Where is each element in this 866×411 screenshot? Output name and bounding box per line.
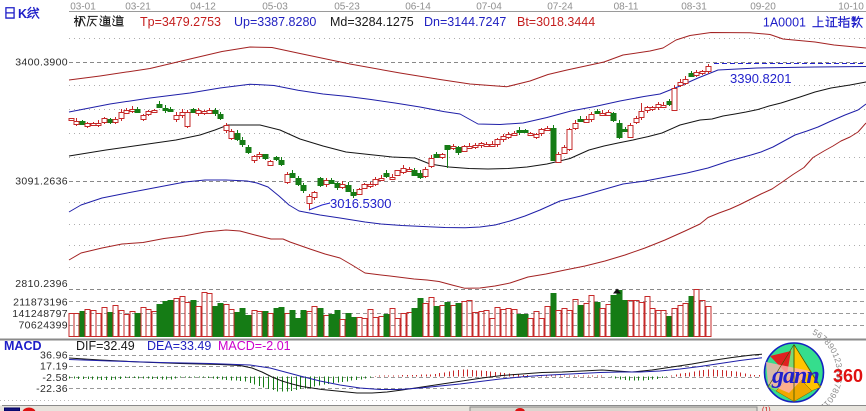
- svg-text:17.19: 17.19: [40, 361, 68, 373]
- svg-text:3390.8201: 3390.8201: [730, 71, 791, 86]
- svg-text:Dn=3144.7247: Dn=3144.7247: [424, 15, 506, 29]
- svg-text:10-10: 10-10: [838, 2, 864, 13]
- svg-text:03-21: 03-21: [125, 2, 151, 13]
- svg-text:05-03: 05-03: [262, 2, 288, 13]
- svg-text:0: 0: [828, 346, 839, 355]
- svg-text:08-11: 08-11: [614, 2, 639, 13]
- svg-text:07-24: 07-24: [547, 2, 573, 13]
- svg-text:gann: gann: [771, 363, 819, 389]
- svg-text:08-31: 08-31: [681, 2, 707, 13]
- svg-text:5: 5: [834, 373, 844, 379]
- svg-text:2810.2396: 2810.2396: [15, 278, 68, 290]
- svg-text:9: 9: [826, 341, 837, 351]
- svg-text:06-14: 06-14: [405, 2, 431, 13]
- svg-text:-2.58: -2.58: [42, 372, 68, 384]
- svg-text:07-04: 07-04: [476, 2, 502, 13]
- svg-text:360: 360: [833, 366, 863, 386]
- svg-text:Bt=3018.3444: Bt=3018.3444: [517, 15, 595, 29]
- svg-text:8: 8: [822, 337, 833, 347]
- svg-text:7: 7: [819, 333, 829, 344]
- svg-text:141248797: 141248797: [12, 308, 68, 320]
- svg-text:3091.2636: 3091.2636: [15, 176, 68, 188]
- svg-text:70624399: 70624399: [18, 320, 68, 332]
- svg-text:03-01: 03-01: [70, 2, 96, 13]
- svg-text:5: 5: [811, 327, 820, 338]
- svg-text:MACD=-2.01: MACD=-2.01: [218, 339, 291, 353]
- svg-text:4: 4: [834, 368, 844, 374]
- svg-text:6: 6: [833, 378, 844, 385]
- svg-text:3: 3: [834, 362, 845, 369]
- svg-text:3400.3900: 3400.3900: [15, 57, 68, 69]
- svg-text:3016.5300: 3016.5300: [330, 196, 391, 211]
- svg-text:K: K: [18, 7, 27, 21]
- svg-text:8: 8: [830, 387, 841, 396]
- svg-text:-22.36: -22.36: [36, 383, 68, 395]
- svg-text:04-12: 04-12: [190, 2, 216, 13]
- svg-text:36.96: 36.96: [40, 350, 68, 362]
- svg-text:1: 1: [831, 351, 842, 359]
- svg-text:DIF=32.49: DIF=32.49: [76, 339, 135, 353]
- svg-text:7: 7: [832, 382, 843, 390]
- svg-text:6: 6: [815, 330, 825, 341]
- svg-text:9: 9: [828, 391, 839, 400]
- svg-text:211873196: 211873196: [13, 297, 68, 309]
- svg-text:(1): (1): [762, 407, 771, 411]
- svg-text:Tp=3479.2753: Tp=3479.2753: [140, 15, 221, 29]
- svg-text:0: 0: [825, 395, 836, 405]
- svg-text:05-23: 05-23: [334, 2, 360, 13]
- svg-text:Up=3387.8280: Up=3387.8280: [234, 15, 316, 29]
- svg-text:DEA=33.49: DEA=33.49: [147, 339, 211, 353]
- svg-text:09-20: 09-20: [750, 2, 776, 13]
- svg-text:MACD: MACD: [4, 339, 42, 353]
- svg-text:2: 2: [832, 356, 843, 364]
- svg-text:Md=3284.1275: Md=3284.1275: [330, 15, 414, 29]
- svg-text:1A0001: 1A0001: [763, 16, 806, 30]
- svg-text:1: 1: [822, 399, 833, 410]
